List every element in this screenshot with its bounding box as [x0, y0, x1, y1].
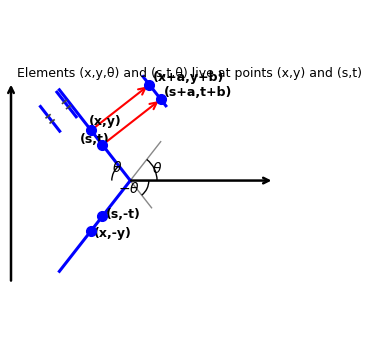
Text: (s+a,t+b): (s+a,t+b) — [164, 86, 232, 99]
Text: (x,y): (x,y) — [89, 115, 122, 129]
Text: (x,-y): (x,-y) — [94, 227, 132, 240]
Text: $-\theta$: $-\theta$ — [118, 181, 140, 196]
Text: (s,t): (s,t) — [80, 133, 110, 146]
Text: Elements (x,y,θ) and (s,t,θ) live at points (x,y) and (s,t): Elements (x,y,θ) and (s,t,θ) live at poi… — [17, 67, 362, 80]
Text: (x+a,y+b): (x+a,y+b) — [153, 71, 224, 84]
Text: (s,-t): (s,-t) — [106, 208, 141, 221]
Text: $\theta$: $\theta$ — [112, 160, 122, 175]
Text: $\theta$: $\theta$ — [152, 161, 162, 176]
